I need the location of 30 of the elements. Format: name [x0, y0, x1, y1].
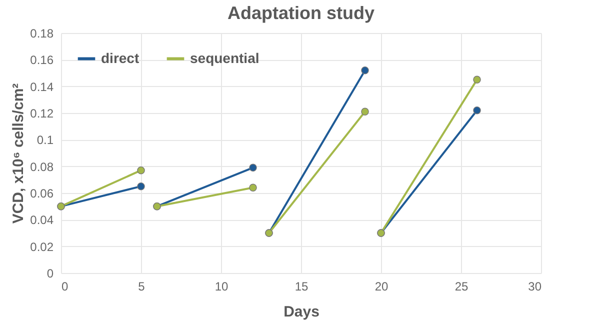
point: [361, 108, 369, 116]
legend-label: direct: [101, 50, 140, 66]
y-tick-label: 0.14: [30, 80, 54, 94]
point: [473, 106, 481, 114]
y-axis-title: VCD, x10⁶ cells/cm²: [10, 83, 28, 224]
x-tick-label: 10: [214, 280, 228, 294]
y-tick-label: 0.18: [30, 26, 54, 40]
chart-title: Adaptation study: [228, 3, 374, 23]
point: [361, 66, 369, 74]
y-tick-label: 0.06: [30, 186, 54, 200]
x-tick-label: 25: [454, 280, 468, 294]
point: [249, 164, 257, 172]
point: [137, 182, 145, 190]
y-tick-label: 0.12: [30, 106, 54, 120]
x-tick-label: 30: [528, 280, 542, 294]
legend-label: sequential: [190, 50, 260, 66]
y-tick-label: 0.16: [30, 53, 54, 68]
point: [137, 166, 145, 174]
y-tick-label: 0.04: [30, 213, 54, 228]
y-tick-label: 0: [46, 266, 54, 280]
x-tick-label: 15: [294, 280, 308, 294]
point: [249, 184, 257, 192]
x-axis-title: Days: [284, 304, 320, 320]
y-tick-label: 0.1: [36, 133, 54, 148]
y-tick-label: 0.02: [30, 240, 54, 254]
point: [473, 76, 481, 84]
x-tick-label: 20: [374, 280, 388, 294]
x-tick-label: 0: [62, 280, 68, 294]
y-tick-label: 0.08: [30, 160, 54, 174]
x-tick-label: 5: [138, 280, 146, 294]
